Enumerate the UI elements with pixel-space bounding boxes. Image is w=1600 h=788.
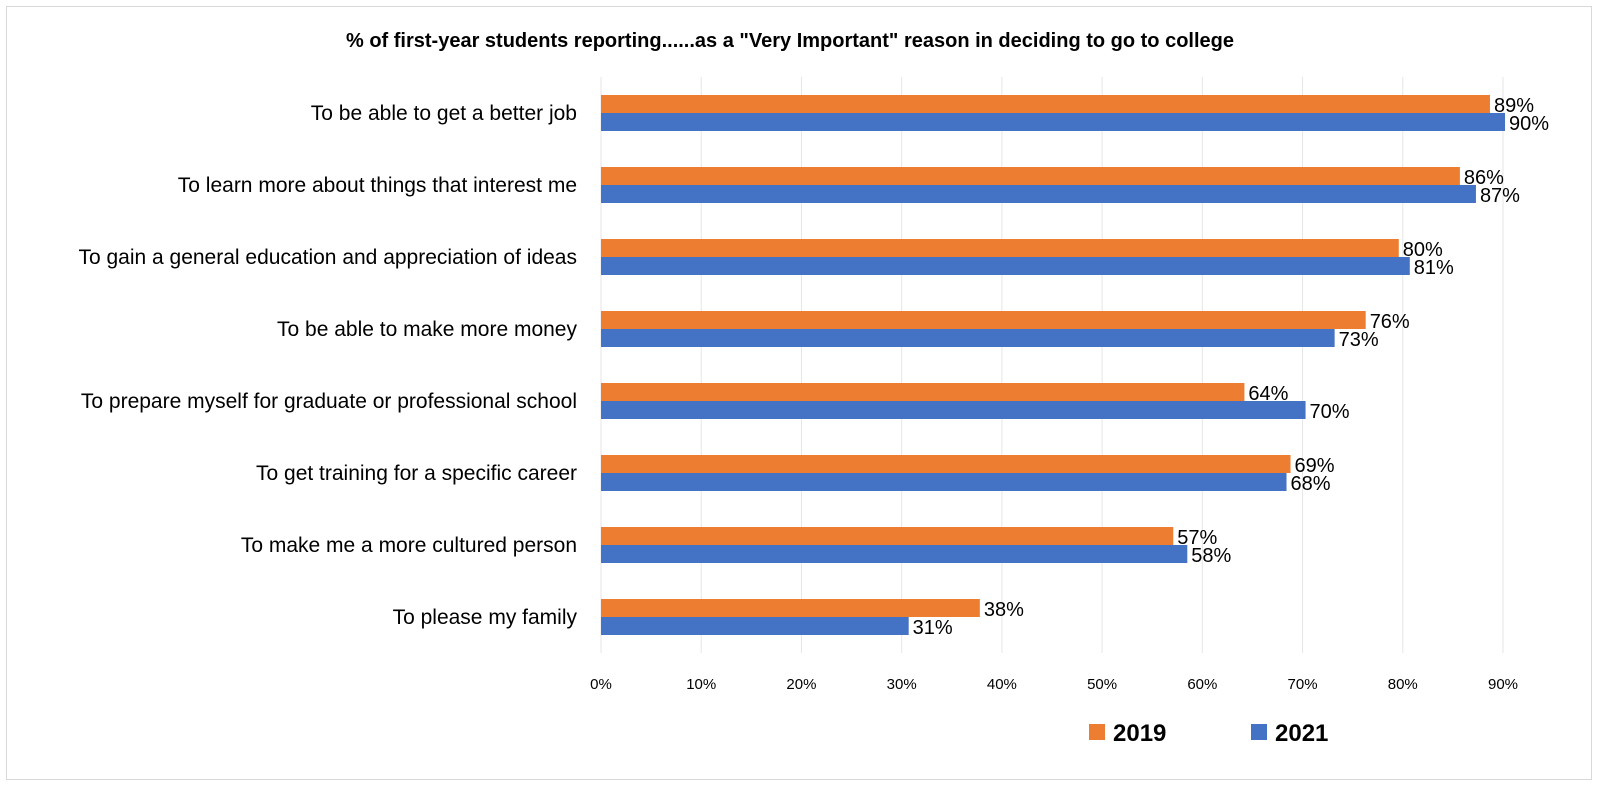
bar-2021 — [601, 257, 1410, 275]
category-label: To prepare myself for graduate or profes… — [81, 390, 577, 413]
data-label-2019: 89% — [1494, 95, 1534, 117]
bar-2019 — [601, 239, 1399, 257]
data-label-2021: 87% — [1480, 185, 1520, 207]
data-label-2021: 81% — [1414, 257, 1454, 279]
data-label-2021: 31% — [913, 617, 953, 639]
category-label: To learn more about things that interest… — [178, 174, 577, 197]
bar-2021 — [601, 545, 1188, 563]
legend-label-2019: 2019 — [1113, 720, 1166, 747]
legend-label-2021: 2021 — [1275, 720, 1328, 747]
x-tick-label: 80% — [1388, 676, 1418, 693]
data-label-2021: 73% — [1339, 329, 1379, 351]
data-label-2019: 69% — [1295, 455, 1335, 477]
data-label-2019: 86% — [1464, 167, 1504, 189]
data-label-2019: 64% — [1248, 383, 1288, 405]
bar-chart: % of first-year students reporting......… — [78, 30, 1549, 747]
bars: 89%90% 86%87% 80%81% 76%73% 64% 70% 69%68% 57%5… — [601, 95, 1549, 639]
bar-2019 — [601, 455, 1291, 473]
data-label-2019: 80% — [1403, 239, 1443, 261]
bar-2019 — [601, 599, 980, 617]
x-tick-label: 50% — [1087, 676, 1117, 693]
bar-2021 — [601, 401, 1306, 419]
bar-2021 — [601, 617, 909, 635]
legend-swatch-2019 — [1089, 724, 1105, 740]
bar-2021 — [601, 329, 1335, 347]
bar-2021 — [601, 473, 1287, 491]
category-label: To make me a more cultured person — [241, 534, 577, 557]
data-label-2019: 57% — [1177, 527, 1217, 549]
x-tick-label: 30% — [887, 676, 917, 693]
x-tick-label: 10% — [686, 676, 716, 693]
bar-2021 — [601, 113, 1506, 131]
bar-2019 — [601, 167, 1460, 185]
x-tick-label: 20% — [786, 676, 816, 693]
data-label-2019: 76% — [1370, 311, 1410, 333]
bar-2019 — [601, 383, 1245, 401]
bar-2019 — [601, 311, 1366, 329]
x-tick-label: 60% — [1187, 676, 1217, 693]
legend-swatch-2021 — [1251, 724, 1267, 740]
gridlines — [600, 77, 1504, 653]
bar-2019 — [601, 95, 1490, 113]
category-labels: To be able to get a better job To learn m… — [78, 102, 577, 629]
data-label-2021: 58% — [1191, 545, 1231, 567]
x-tick-label: 90% — [1488, 676, 1518, 693]
data-label-2021: 90% — [1509, 113, 1549, 135]
data-label-2019: 38% — [984, 599, 1024, 621]
legend: 2019 2021 — [1089, 720, 1328, 747]
bar-2021 — [601, 185, 1476, 203]
x-tick-label: 0% — [590, 676, 612, 693]
category-label: To be able to make more money — [277, 318, 577, 341]
chart-title: % of first-year students reporting......… — [346, 30, 1234, 52]
x-tick-label: 70% — [1288, 676, 1318, 693]
category-label: To get training for a specific career — [256, 462, 577, 485]
x-axis-tick-labels: 0% 10% 20% 30% 40% 50% 60% 70% 80% 90% — [590, 676, 1518, 693]
bar-2019 — [601, 527, 1174, 545]
category-label: To please my family — [393, 606, 578, 629]
x-tick-label: 40% — [987, 676, 1017, 693]
data-label-2021: 68% — [1291, 473, 1331, 495]
category-label: To be able to get a better job — [311, 102, 577, 125]
category-label: To gain a general education and apprecia… — [78, 246, 577, 269]
data-label-2021: 70% — [1310, 401, 1350, 423]
chart-frame: % of first-year students reporting......… — [6, 6, 1592, 780]
